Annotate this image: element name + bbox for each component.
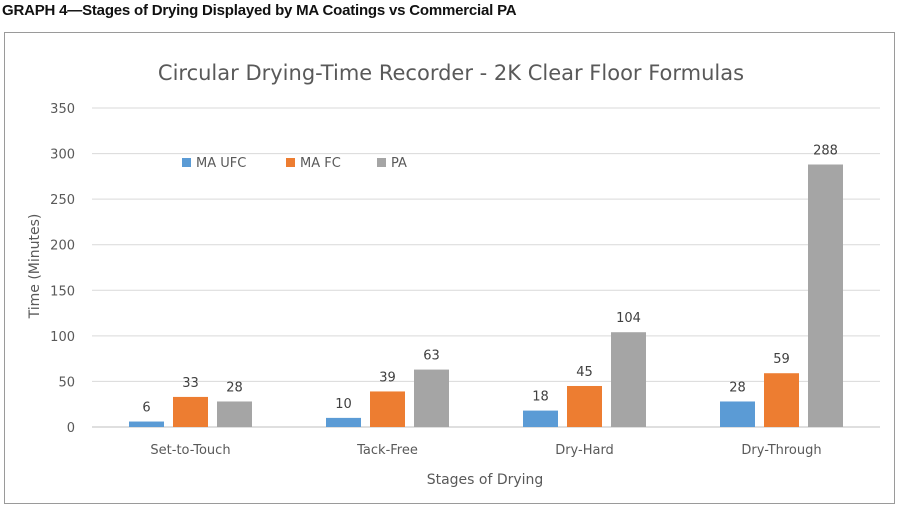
data-label-ma-ufc-tack-free: 10 (335, 397, 352, 412)
legend-label-pa: PA (391, 156, 407, 171)
x-tick-label-dry-through: Dry-Through (741, 443, 821, 458)
bar-ma-ufc-tack-free (326, 417, 361, 427)
figure-caption: GRAPH 4—Stages of Drying Displayed by MA… (2, 2, 517, 19)
bar-ma-fc-dry-through (764, 373, 799, 427)
data-label-pa-dry-through: 288 (813, 144, 838, 159)
y-tick-label-100: 100 (50, 330, 75, 345)
y-tick-label-150: 150 (50, 284, 75, 299)
data-label-pa-tack-free: 63 (423, 349, 440, 364)
data-label-ma-ufc-set-to-touch: 6 (142, 401, 150, 416)
data-label-ma-ufc-dry-hard: 18 (532, 390, 549, 405)
y-tick-label-250: 250 (50, 193, 75, 208)
bar-ma-ufc-dry-through (720, 401, 755, 427)
data-labels: 6 33 28 10 39 63 18 45 104 28 59 288 (142, 144, 838, 416)
bar-pa-set-to-touch (217, 401, 252, 427)
legend-swatch-pa (377, 158, 386, 167)
legend-swatch-ma-ufc (182, 158, 191, 167)
data-label-ma-fc-dry-through: 59 (773, 352, 790, 367)
x-axis-title: Stages of Drying (427, 472, 544, 488)
bar-ma-fc-tack-free (370, 391, 405, 427)
y-tick-label-300: 300 (50, 148, 75, 163)
data-label-ma-fc-set-to-touch: 33 (182, 376, 199, 391)
legend: MA UFC MA FC PA (182, 156, 407, 171)
y-tick-label-200: 200 (50, 239, 75, 254)
x-tick-label-tack-free: Tack-Free (356, 443, 418, 458)
data-label-ma-ufc-dry-through: 28 (729, 380, 746, 395)
data-label-pa-set-to-touch: 28 (226, 380, 243, 395)
y-tick-label-50: 50 (58, 375, 75, 390)
data-label-pa-dry-hard: 104 (616, 311, 641, 326)
bar-pa-dry-through (808, 164, 843, 427)
y-axis-ticks: 0 50 100 150 200 250 300 350 (50, 102, 75, 436)
bar-ma-fc-dry-hard (567, 385, 602, 427)
y-axis-title: Time (Minutes) (27, 214, 43, 320)
bar-pa-tack-free (414, 369, 449, 427)
data-label-ma-fc-tack-free: 39 (379, 370, 396, 385)
bar-pa-dry-hard (611, 332, 646, 427)
legend-label-ma-fc: MA FC (300, 156, 341, 171)
gridlines (92, 107, 880, 428)
bars (129, 164, 843, 427)
x-tick-label-dry-hard: Dry-Hard (555, 443, 614, 458)
y-tick-label-350: 350 (50, 102, 75, 117)
x-axis-ticks: Set-to-Touch Tack-Free Dry-Hard Dry-Through (150, 443, 821, 458)
y-tick-label-0: 0 (67, 421, 75, 436)
data-label-ma-fc-dry-hard: 45 (576, 365, 593, 380)
bar-ma-ufc-dry-hard (523, 410, 558, 427)
bar-ma-ufc-set-to-touch (129, 421, 164, 427)
x-tick-label-set-to-touch: Set-to-Touch (150, 443, 230, 458)
legend-label-ma-ufc: MA UFC (196, 156, 246, 171)
chart-title: Circular Drying-Time Recorder - 2K Clear… (158, 61, 744, 85)
bar-ma-fc-set-to-touch (173, 396, 208, 427)
legend-swatch-ma-fc (286, 158, 295, 167)
